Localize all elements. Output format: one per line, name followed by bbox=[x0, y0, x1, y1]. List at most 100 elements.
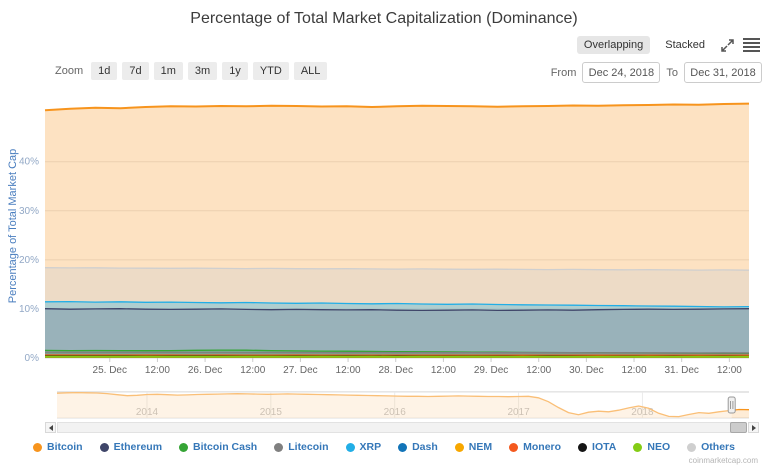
to-date-input[interactable] bbox=[684, 62, 762, 83]
series-line-others bbox=[44, 267, 750, 271]
x-tick-label: 26. Dec bbox=[188, 365, 222, 376]
zoom-button-all[interactable]: ALL bbox=[293, 62, 328, 80]
navigator-mini-chart[interactable]: 2014 2015 2016 2017 2018 bbox=[0, 386, 768, 424]
legend-dot bbox=[398, 442, 408, 452]
x-tick-label: 25. Dec bbox=[93, 365, 127, 376]
legend-item-xrp[interactable]: XRP bbox=[345, 441, 382, 453]
expand-icon[interactable] bbox=[720, 38, 735, 53]
x-tick-label: 30. Dec bbox=[569, 365, 603, 376]
navigator-year-label: 2014 bbox=[136, 407, 159, 418]
legend-item-others[interactable]: Others bbox=[687, 441, 735, 453]
zoom-button-3m[interactable]: 3m bbox=[187, 62, 218, 80]
zoom-button-1d[interactable]: 1d bbox=[91, 62, 118, 80]
series-line-xrp bbox=[44, 300, 750, 308]
legend-item-nem[interactable]: NEM bbox=[454, 441, 493, 453]
legend-item-monero[interactable]: Monero bbox=[509, 441, 561, 453]
legend-dot bbox=[345, 442, 355, 452]
hamburger-menu-icon[interactable] bbox=[743, 38, 760, 52]
legend-label: Ethereum bbox=[113, 441, 163, 453]
legend-dot bbox=[179, 442, 189, 452]
scrollbar-thumb[interactable] bbox=[730, 422, 747, 433]
y-tick-label: 10% bbox=[19, 304, 39, 315]
stacked-button[interactable]: Stacked bbox=[665, 39, 705, 51]
x-tick-label: 12:00 bbox=[526, 365, 551, 376]
legend-item-dash[interactable]: Dash bbox=[398, 441, 438, 453]
legend-dot bbox=[687, 442, 697, 452]
legend-label: Dash bbox=[412, 441, 438, 453]
x-tick-label: 12:00 bbox=[717, 365, 742, 376]
legend-label: Bitcoin bbox=[47, 441, 83, 453]
right-triangle-icon bbox=[751, 424, 756, 431]
legend-item-ethereum[interactable]: Ethereum bbox=[99, 441, 163, 453]
zoom-button-1y[interactable]: 1y bbox=[222, 62, 248, 80]
y-tick-label: 20% bbox=[19, 255, 39, 266]
x-tick-label: 12:00 bbox=[240, 365, 265, 376]
from-label: From bbox=[550, 66, 577, 79]
series-area-others bbox=[45, 267, 749, 358]
zoom-button-1m[interactable]: 1m bbox=[153, 62, 183, 80]
legend-dot bbox=[33, 442, 43, 452]
legend-item-bitcoin[interactable]: Bitcoin bbox=[33, 441, 83, 453]
page-title: Percentage of Total Market Capitalizatio… bbox=[190, 10, 578, 27]
x-tick-label: 12:00 bbox=[431, 365, 456, 376]
scrollbar-left-arrow[interactable] bbox=[45, 422, 56, 433]
legend-label: Bitcoin Cash bbox=[193, 441, 258, 453]
navigator-year-label: 2015 bbox=[260, 407, 283, 418]
series-area-xrp bbox=[45, 301, 749, 358]
legend-label: Others bbox=[701, 441, 735, 453]
scrollbar-right-arrow[interactable] bbox=[748, 422, 759, 433]
legend-item-bitcoin-cash[interactable]: Bitcoin Cash bbox=[179, 441, 257, 453]
zoom-button-ytd[interactable]: YTD bbox=[252, 62, 289, 80]
date-range-group: From To bbox=[551, 62, 762, 83]
dominance-area-chart: 0% 10% 20% 30% 40% 25. Dec 12:00 26. Dec 12:00 27… bbox=[19, 102, 750, 376]
series-area-bitcoin bbox=[45, 103, 749, 358]
legend-dot bbox=[578, 442, 588, 452]
navigator-year-label: 2016 bbox=[384, 407, 407, 418]
series-line-ethereum bbox=[44, 308, 750, 312]
x-tick-label: 12:00 bbox=[145, 365, 170, 376]
series-line-bitcoin bbox=[44, 102, 750, 112]
legend-label: Litecoin bbox=[288, 441, 329, 453]
legend-label: NEM bbox=[468, 441, 493, 453]
legend-item-iota[interactable]: IOTA bbox=[578, 441, 616, 453]
x-tick-label: 29. Dec bbox=[474, 365, 508, 376]
legend-dot bbox=[454, 442, 464, 452]
x-tick-label: 31. Dec bbox=[664, 365, 698, 376]
to-label: To bbox=[666, 66, 678, 79]
navigator-mask bbox=[57, 392, 732, 418]
navigator-year-label: 2017 bbox=[507, 407, 530, 418]
overlapping-button[interactable]: Overlapping bbox=[576, 36, 651, 54]
x-tick-label: 27. Dec bbox=[283, 365, 317, 376]
x-tick-label: 28. Dec bbox=[378, 365, 412, 376]
legend-dot bbox=[274, 442, 284, 452]
left-triangle-icon bbox=[48, 424, 53, 431]
legend-dot bbox=[99, 442, 109, 452]
zoom-label: Zoom bbox=[55, 65, 84, 77]
y-tick-label: 30% bbox=[19, 206, 39, 217]
legend-label: Monero bbox=[523, 441, 562, 453]
from-date-input[interactable] bbox=[582, 62, 661, 83]
y-tick-label: 0% bbox=[25, 353, 40, 364]
legend-item-litecoin[interactable]: Litecoin bbox=[274, 441, 329, 453]
scrollbar-track[interactable] bbox=[57, 422, 739, 433]
navigator-area bbox=[57, 392, 749, 418]
x-tick-label: 12:00 bbox=[336, 365, 361, 376]
series-line-litecoin bbox=[44, 351, 750, 354]
legend-label: IOTA bbox=[592, 441, 617, 453]
legend: Bitcoin Ethereum Bitcoin Cash Litecoin XRP Da… bbox=[0, 441, 768, 453]
legend-label: XRP bbox=[359, 441, 382, 453]
y-tick-label: 40% bbox=[19, 157, 39, 168]
navigator-handle[interactable] bbox=[727, 396, 736, 414]
mode-toggle-row: Overlapping Stacked bbox=[576, 36, 760, 54]
watermark: coinmarketcap.com bbox=[688, 456, 758, 465]
navigator-line bbox=[56, 391, 750, 418]
zoom-button-7d[interactable]: 7d bbox=[122, 62, 149, 80]
navigator-year-label: 2018 bbox=[631, 407, 654, 418]
legend-dot bbox=[509, 442, 519, 452]
x-tick-label: 12:00 bbox=[622, 365, 647, 376]
legend-item-neo[interactable]: NEO bbox=[633, 441, 670, 453]
legend-dot bbox=[633, 442, 643, 452]
series-area-ethereum bbox=[45, 308, 749, 358]
